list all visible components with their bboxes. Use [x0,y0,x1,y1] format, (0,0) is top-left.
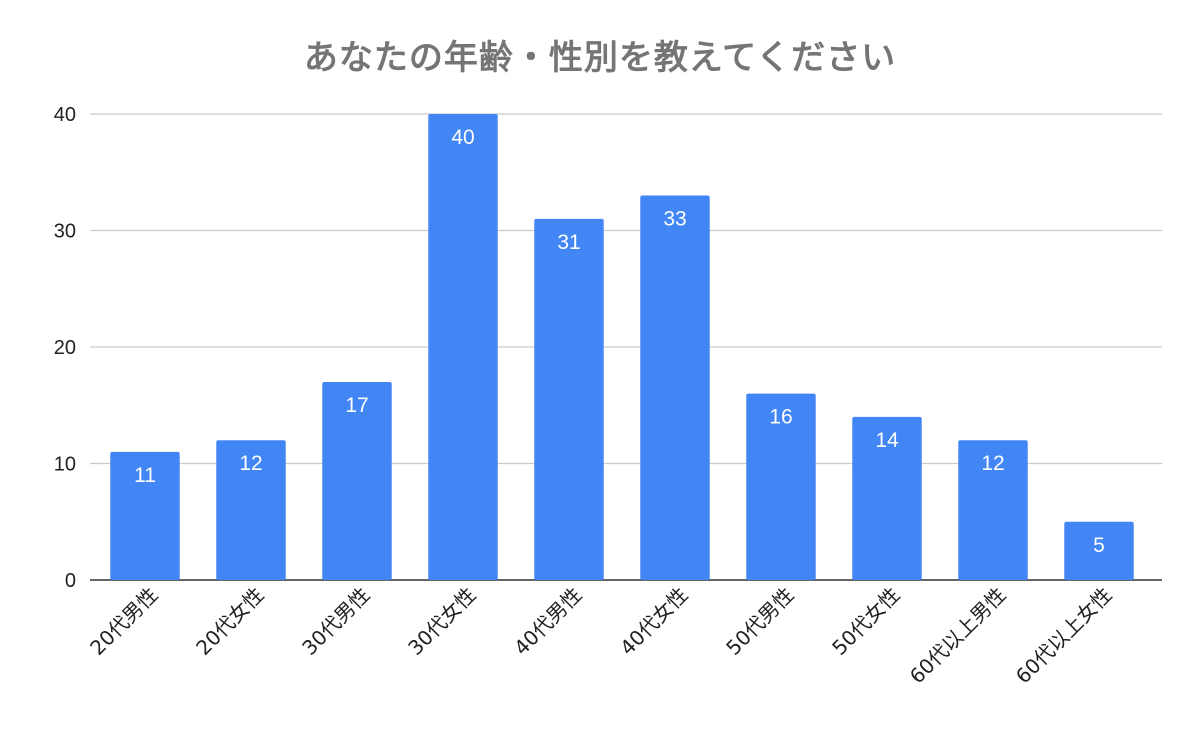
bar-value-label: 40 [451,126,474,149]
y-tick-label: 20 [54,337,76,359]
bar [534,218,604,580]
y-tick-label: 10 [54,454,76,476]
bar-value-label: 14 [875,429,899,452]
x-tick-label: 60代以上男性 [905,583,1011,689]
y-tick-label: 30 [54,221,76,243]
x-tick-label: 30代男性 [297,583,374,660]
bar [1064,521,1134,580]
x-tick-label: 40代男性 [509,583,586,660]
bars: 11 12 17 40 31 33 16 14 12 5 [110,114,1134,581]
bar [852,416,922,580]
bar-value-label: 16 [769,406,792,429]
x-tick-label: 50代女性 [827,583,904,660]
y-tick-label: 40 [54,104,76,126]
x-tick-label: 20代女性 [191,583,268,660]
x-tick-label: 50代男性 [721,583,798,660]
y-axis-ticks: 0 10 20 30 40 [54,104,76,592]
bar-value-label: 5 [1093,534,1105,557]
bar-value-label: 12 [981,452,1004,475]
x-tick-label: 60代以上女性 [1011,583,1117,689]
y-tick-label: 0 [65,570,76,592]
bar [216,440,286,580]
bar [958,440,1028,580]
bar-value-label: 11 [134,464,156,487]
bar-value-label: 17 [345,394,368,417]
bar-value-label: 12 [239,452,262,475]
bar [746,393,816,580]
bar [640,195,710,581]
x-tick-label: 30代女性 [403,583,480,660]
bar [110,451,180,580]
bar-value-label: 33 [663,208,686,231]
x-axis-ticks: 20代男性 20代女性 30代男性 30代女性 40代男性 40代女性 50代男性 50代女性… [85,583,1116,689]
bar [428,114,498,580]
x-tick-label: 40代女性 [615,583,692,660]
bar [322,381,392,580]
chart-title: あなたの年齢・性別を教えてください [303,38,897,78]
x-tick-label: 20代男性 [85,583,162,660]
bar-value-label: 31 [557,231,580,254]
